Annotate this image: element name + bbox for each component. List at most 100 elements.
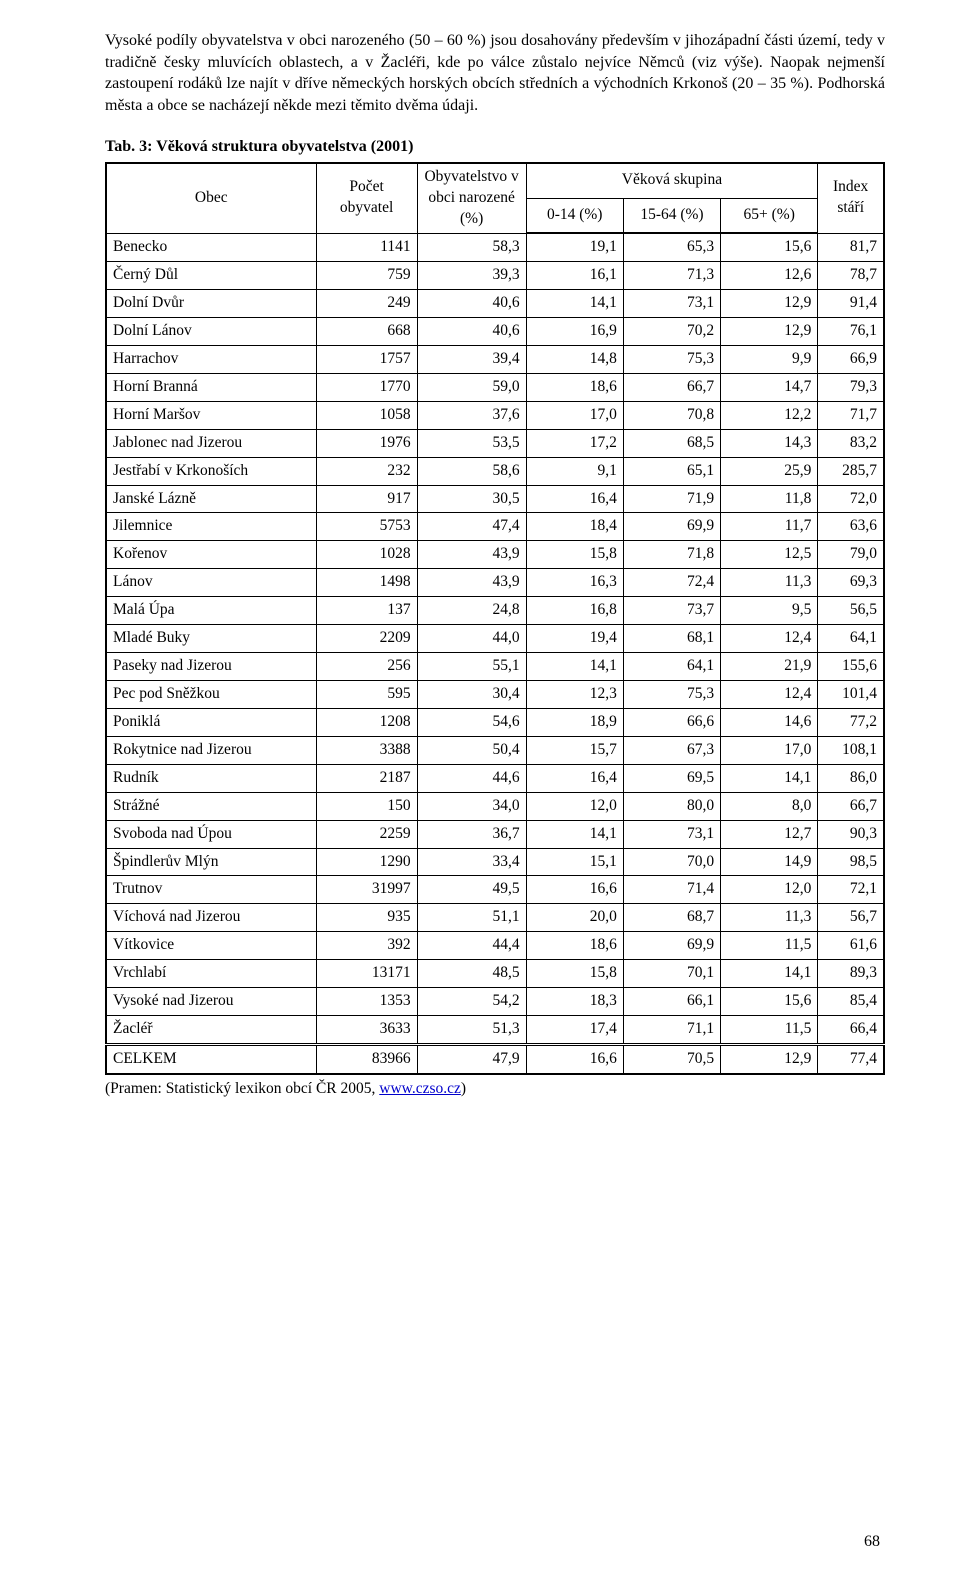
cell-value: 16,6 [526,1044,623,1073]
cell-value: 1058 [316,401,417,429]
cell-value: 77,2 [818,708,884,736]
cell-obec: Vrchlabí [106,960,316,988]
cell-value: 90,3 [818,820,884,848]
cell-value: 15,8 [526,541,623,569]
table-row: Dolní Dvůr24940,614,173,112,991,4 [106,290,884,318]
table-row: Mladé Buky220944,019,468,112,464,1 [106,625,884,653]
cell-value: 3388 [316,736,417,764]
cell-value: 1498 [316,569,417,597]
cell-value: 51,1 [417,904,526,932]
cell-value: 34,0 [417,792,526,820]
cell-value: 54,6 [417,708,526,736]
cell-value: 1976 [316,429,417,457]
table-row: Poniklá120854,618,966,614,677,2 [106,708,884,736]
cell-value: 73,1 [623,820,720,848]
table-row: Kořenov102843,915,871,812,579,0 [106,541,884,569]
cell-value: 71,3 [623,262,720,290]
table-row: Žacléř363351,317,471,111,566,4 [106,1016,884,1045]
cell-value: 68,1 [623,625,720,653]
cell-value: 2209 [316,625,417,653]
cell-value: 44,0 [417,625,526,653]
cell-value: 58,6 [417,457,526,485]
cell-value: 12,6 [721,262,818,290]
cell-value: 15,6 [721,988,818,1016]
cell-value: 66,4 [818,1016,884,1045]
cell-value: 86,0 [818,764,884,792]
cell-value: 72,1 [818,876,884,904]
cell-value: 49,5 [417,876,526,904]
cell-value: 14,3 [721,429,818,457]
header-15-64: 15-64 (%) [623,198,720,233]
table-row: Jablonec nad Jizerou197653,517,268,514,3… [106,429,884,457]
cell-value: 759 [316,262,417,290]
cell-value: 71,9 [623,485,720,513]
cell-obec: Jablonec nad Jizerou [106,429,316,457]
cell-value: 61,6 [818,932,884,960]
cell-obec: Dolní Lánov [106,318,316,346]
cell-value: 44,4 [417,932,526,960]
table-row: Dolní Lánov66840,616,970,212,976,1 [106,318,884,346]
cell-value: 39,3 [417,262,526,290]
cell-value: 66,7 [623,373,720,401]
cell-value: 15,6 [721,233,818,261]
cell-value: 917 [316,485,417,513]
cell-value: 25,9 [721,457,818,485]
cell-value: 72,4 [623,569,720,597]
header-narozene: Obyvatelstvo v obci narozené (%) [417,163,526,233]
cell-value: 58,3 [417,233,526,261]
cell-value: 30,5 [417,485,526,513]
cell-obec: Trutnov [106,876,316,904]
cell-value: 1290 [316,848,417,876]
cell-value: 12,4 [721,680,818,708]
cell-value: 47,9 [417,1044,526,1073]
cell-value: 232 [316,457,417,485]
cell-value: 595 [316,680,417,708]
header-index: Index stáří [818,163,884,233]
cell-obec: Černý Důl [106,262,316,290]
cell-value: 68,7 [623,904,720,932]
table-row: Harrachov175739,414,875,39,966,9 [106,345,884,373]
cell-value: 15,7 [526,736,623,764]
table-row: Jilemnice575347,418,469,911,763,6 [106,513,884,541]
cell-value: 17,4 [526,1016,623,1045]
cell-value: 1770 [316,373,417,401]
cell-obec: Benecko [106,233,316,261]
cell-value: 14,1 [526,820,623,848]
cell-value: 59,0 [417,373,526,401]
cell-obec: Vysoké nad Jizerou [106,988,316,1016]
cell-value: 14,1 [721,960,818,988]
cell-value: 11,7 [721,513,818,541]
cell-value: 8,0 [721,792,818,820]
cell-obec: Strážné [106,792,316,820]
header-65: 65+ (%) [721,198,818,233]
age-structure-table: Obec Počet obyvatel Obyvatelstvo v obci … [105,162,885,1075]
cell-value: 14,1 [526,653,623,681]
table-caption: Tab. 3: Věková struktura obyvatelstva (2… [105,136,885,158]
cell-value: 12,0 [721,876,818,904]
cell-obec: Dolní Dvůr [106,290,316,318]
header-0-14: 0-14 (%) [526,198,623,233]
cell-value: 68,5 [623,429,720,457]
cell-value: 83966 [316,1044,417,1073]
table-row: Paseky nad Jizerou25655,114,164,121,9155… [106,653,884,681]
cell-value: 69,9 [623,513,720,541]
cell-value: 63,6 [818,513,884,541]
header-pocet: Počet obyvatel [316,163,417,233]
source-suffix: ) [461,1080,466,1097]
cell-value: 12,3 [526,680,623,708]
cell-value: 285,7 [818,457,884,485]
cell-value: 11,3 [721,904,818,932]
cell-value: 98,5 [818,848,884,876]
cell-obec: Kořenov [106,541,316,569]
header-skupina: Věková skupina [526,163,818,198]
table-row: Špindlerův Mlýn129033,415,170,014,998,5 [106,848,884,876]
cell-value: 43,9 [417,569,526,597]
cell-value: 16,3 [526,569,623,597]
source-link[interactable]: www.czso.cz [379,1080,461,1097]
cell-value: 40,6 [417,290,526,318]
cell-value: 43,9 [417,541,526,569]
table-row: Vrchlabí1317148,515,870,114,189,3 [106,960,884,988]
cell-value: 70,8 [623,401,720,429]
table-row: Svoboda nad Úpou225936,714,173,112,790,3 [106,820,884,848]
cell-value: 75,3 [623,680,720,708]
